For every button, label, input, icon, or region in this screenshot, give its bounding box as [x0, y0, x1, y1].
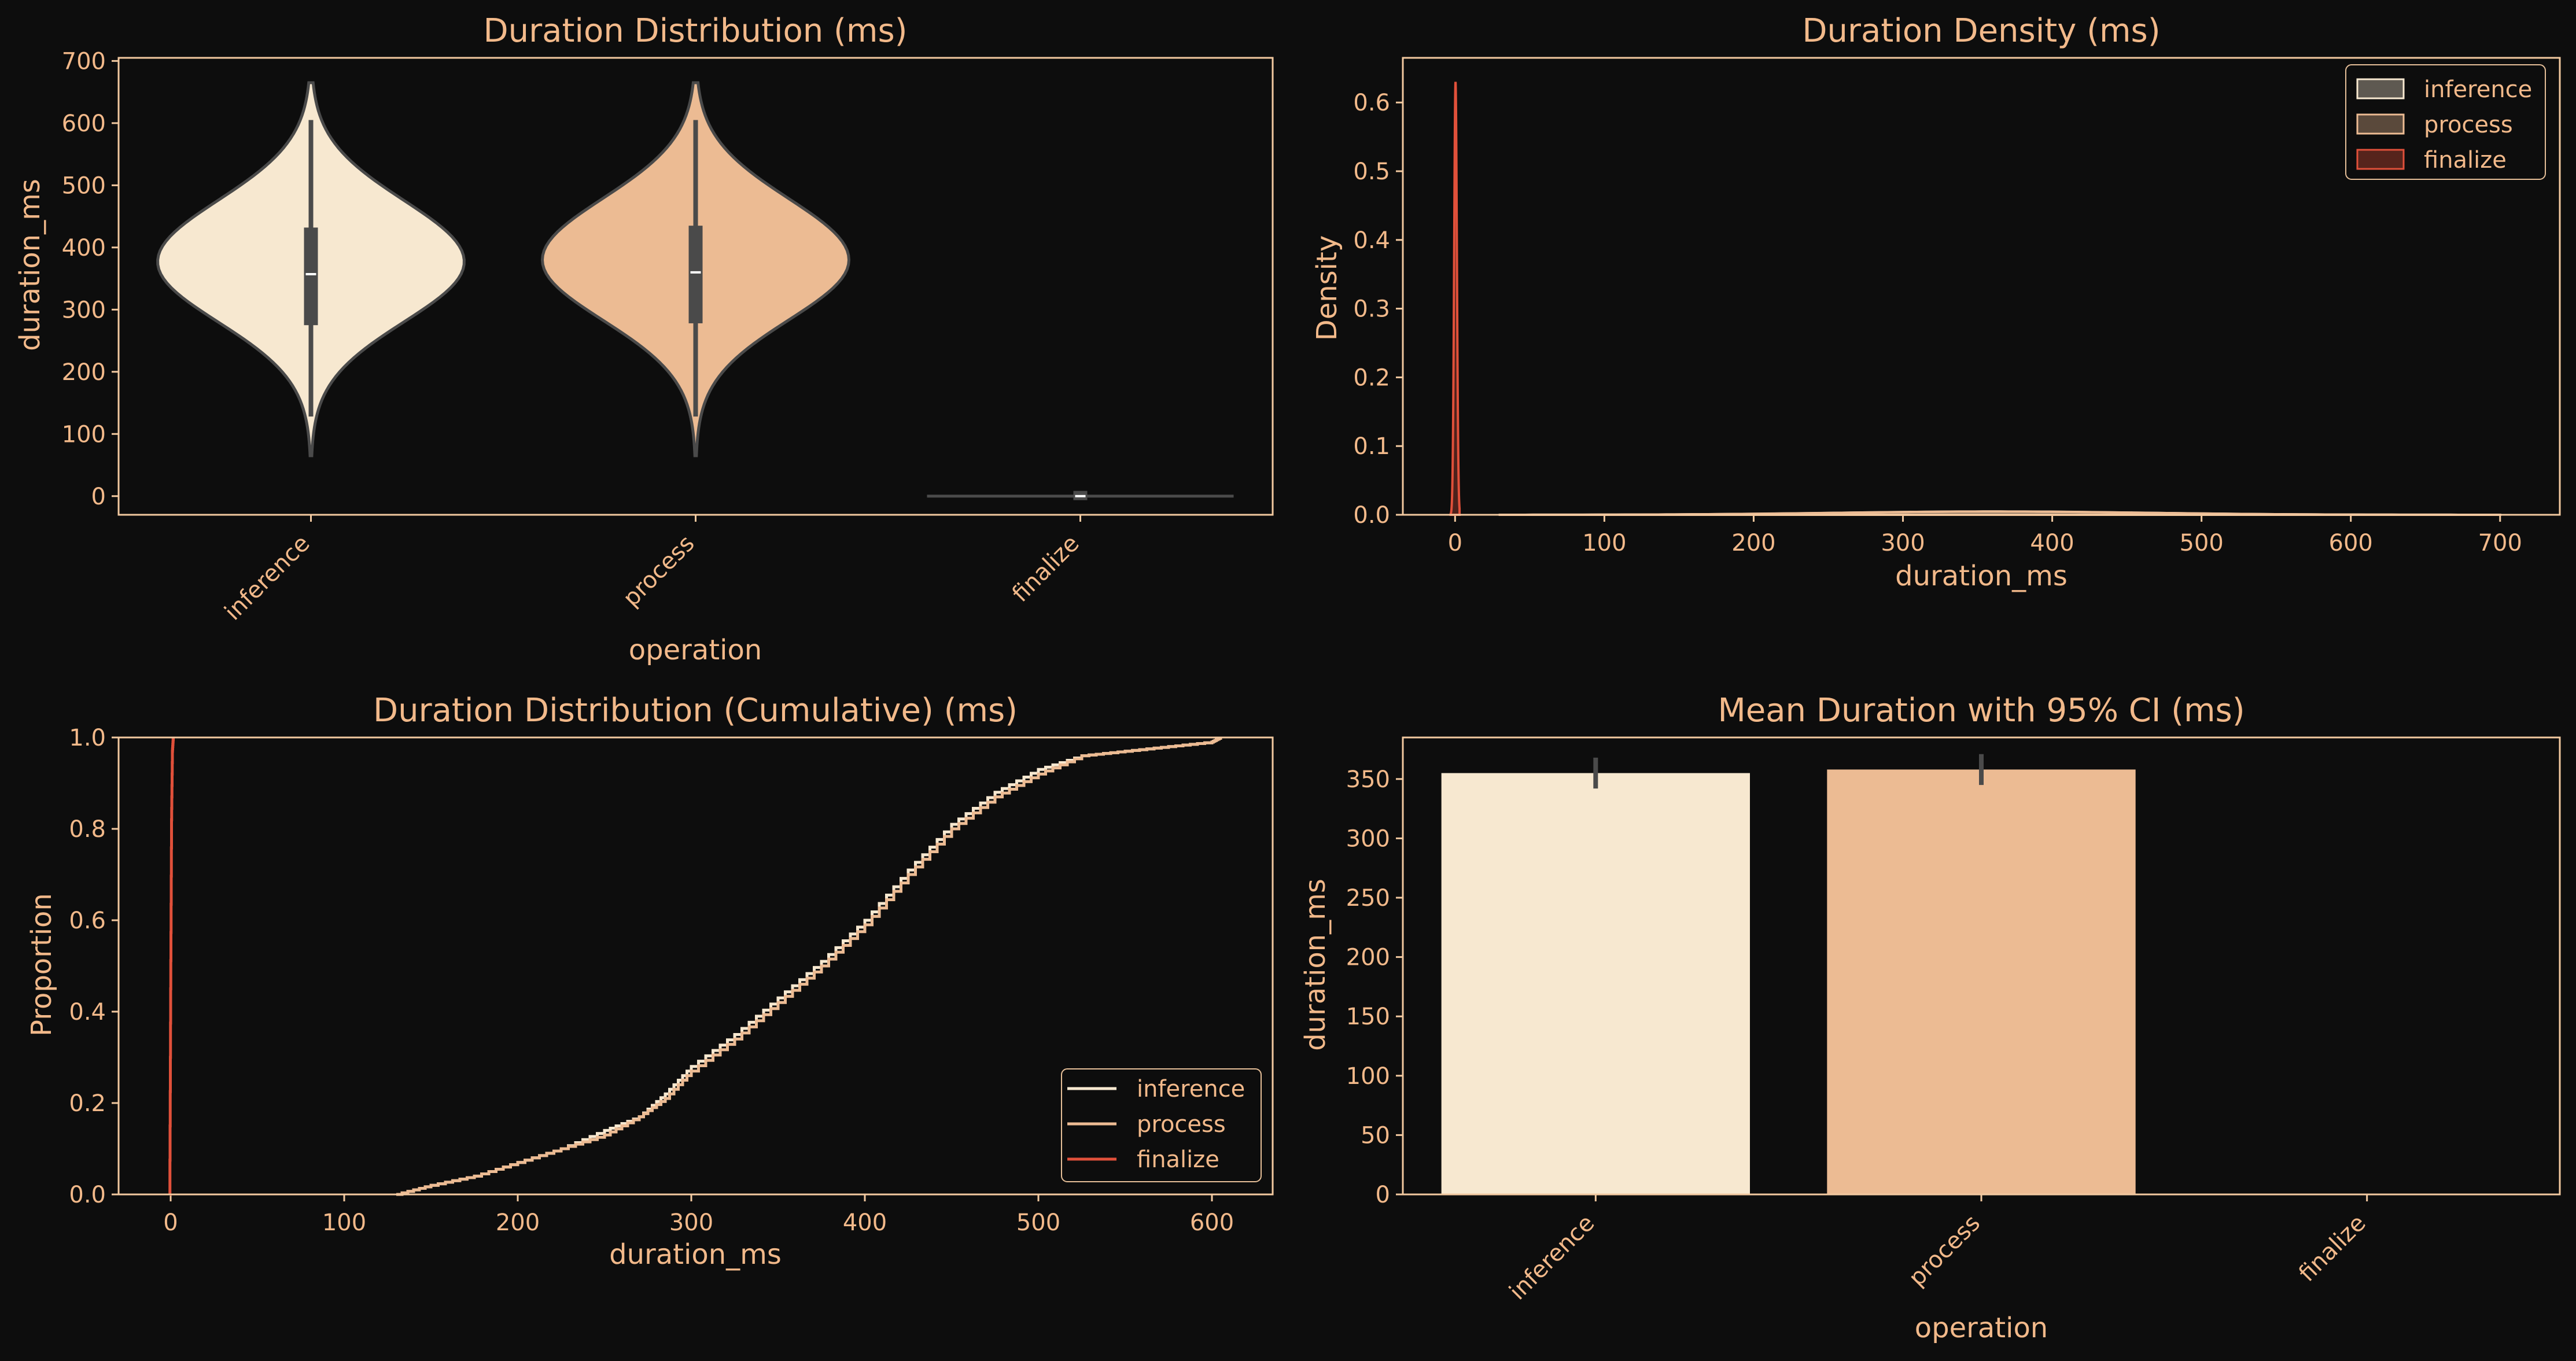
y-axis-label: duration_ms — [1299, 879, 1332, 1051]
plot-frame — [117, 736, 1274, 1196]
y-tick-label: 0 — [91, 484, 106, 510]
y-axis-label: duration_ms — [14, 179, 46, 351]
violin-iqr-box-process — [688, 226, 703, 323]
y-tick-label: 1.0 — [69, 725, 106, 751]
y-tick-label: 500 — [62, 172, 106, 199]
y-tick-label: 0.4 — [1353, 227, 1390, 254]
violin-panel: Duration Distribution (ms) operation dur… — [14, 12, 1274, 666]
x-tick-label: 200 — [496, 1209, 540, 1236]
x-axis-label: duration_ms — [609, 1238, 782, 1271]
y-tick-label: 300 — [1346, 825, 1390, 852]
legend-swatch-process — [2356, 113, 2405, 135]
legend-swatch-inference — [2356, 78, 2405, 99]
y-tick-label: 0.0 — [69, 1182, 106, 1208]
legend-box — [1061, 1068, 1262, 1182]
y-tick-label: 0.8 — [69, 816, 106, 843]
panel-title: Duration Distribution (Cumulative) (ms) — [373, 692, 1018, 729]
y-tick-label: 0.6 — [1353, 90, 1390, 116]
x-tick-label: 600 — [1190, 1209, 1234, 1236]
y-axis-label: Proportion — [25, 893, 58, 1037]
violin-iqr-box-inference — [304, 227, 318, 326]
x-axis-label: duration_ms — [1895, 560, 2068, 592]
ecdf-line-finalize — [168, 737, 175, 1196]
y-tick-label: 0.5 — [1353, 158, 1390, 185]
legend-label-finalize: finalize — [1137, 1146, 1219, 1173]
plot-frame — [117, 57, 1274, 516]
x-tick-label: finalize — [1007, 530, 1085, 608]
x-tick-label: 100 — [322, 1209, 366, 1236]
ecdf-panel: Duration Distribution (Cumulative) (ms) … — [25, 692, 1274, 1271]
bar-process — [1827, 769, 2136, 1194]
y-tick-label: 50 — [1361, 1122, 1390, 1149]
density-curve-finalize — [1449, 82, 1461, 516]
legend-label-process: process — [1137, 1111, 1226, 1138]
y-tick-label: 100 — [1346, 1063, 1390, 1090]
panel-title: Duration Density (ms) — [1802, 12, 2160, 50]
x-tick-label: 0 — [1448, 530, 1462, 556]
y-tick-label: 150 — [1346, 1004, 1390, 1030]
x-tick-label: 500 — [1016, 1209, 1060, 1236]
y-tick-label: 400 — [62, 235, 106, 261]
x-tick-label: 700 — [2478, 530, 2522, 556]
y-tick-label: 200 — [1346, 945, 1390, 971]
y-tick-label: 600 — [62, 110, 106, 137]
y-tick-label: 0.2 — [1353, 364, 1390, 391]
y-tick-label: 300 — [62, 297, 106, 323]
y-tick-label: 0.3 — [1353, 296, 1390, 323]
legend-label-inference: inference — [1137, 1076, 1245, 1102]
ecdf-line-process — [396, 736, 1222, 1196]
x-axis-label: operation — [629, 634, 762, 666]
x-tick-label: 300 — [1881, 530, 1925, 556]
x-tick-label: 200 — [1731, 530, 1775, 556]
y-tick-label: 200 — [62, 359, 106, 386]
x-tick-label: 400 — [843, 1209, 887, 1236]
x-tick-label: inference — [220, 530, 315, 626]
y-tick-label: 350 — [1346, 766, 1390, 793]
x-tick-label: 0 — [163, 1209, 178, 1236]
y-axis-label: Density — [1311, 235, 1343, 341]
legend: inference process finalize — [1061, 1068, 1262, 1182]
y-tick-label: 0.4 — [69, 999, 106, 1026]
y-tick-label: 0.2 — [69, 1090, 106, 1117]
panel-title: Mean Duration with 95% CI (ms) — [1718, 692, 2245, 729]
violin-marks: 0 100 200 300 400 500 600 700 inference process fi… — [62, 48, 1234, 626]
x-tick-label: inference — [1504, 1210, 1600, 1305]
x-tick-label: 300 — [669, 1209, 713, 1236]
y-tick-label: 700 — [62, 48, 106, 75]
bar-marks: 0 50 100 150 200 250 300 350 inference process fin… — [1346, 754, 2522, 1305]
density-panel: Duration Density (ms) duration_ms Densit… — [1311, 12, 2561, 592]
x-tick-label: 400 — [2030, 530, 2074, 556]
bar-panel: Mean Duration with 95% CI (ms) operation… — [1299, 692, 2561, 1344]
y-tick-label: 250 — [1346, 885, 1390, 912]
x-tick-label: 500 — [2179, 530, 2223, 556]
panel-title: Duration Distribution (ms) — [484, 12, 908, 50]
plot-frame — [1402, 736, 2561, 1196]
x-tick-label: process — [1904, 1210, 1985, 1292]
x-tick-label: finalize — [2294, 1210, 2371, 1288]
x-tick-label: process — [618, 530, 699, 612]
y-tick-label: 100 — [62, 421, 106, 448]
x-tick-label: 600 — [2329, 530, 2373, 556]
legend: inference process finalize — [2345, 64, 2546, 180]
legend-label-process: process — [2424, 112, 2513, 138]
x-tick-label: 100 — [1582, 530, 1626, 556]
y-tick-label: 0.0 — [1353, 502, 1390, 529]
legend-label-inference: inference — [2424, 76, 2532, 103]
y-tick-label: 0.1 — [1353, 433, 1390, 460]
legend-label-finalize: finalize — [2424, 147, 2507, 174]
y-tick-label: 0 — [1376, 1182, 1390, 1208]
plot-frame — [1402, 57, 2561, 516]
x-axis-label: operation — [1915, 1312, 2048, 1344]
ecdf-marks: 0.0 0.2 0.4 0.6 0.8 1.0 0 100 200 300 400 500 600 — [69, 725, 1234, 1236]
bar-inference — [1441, 773, 1750, 1194]
legend-swatch-finalize — [2356, 149, 2405, 170]
y-tick-label: 0.6 — [69, 908, 106, 934]
